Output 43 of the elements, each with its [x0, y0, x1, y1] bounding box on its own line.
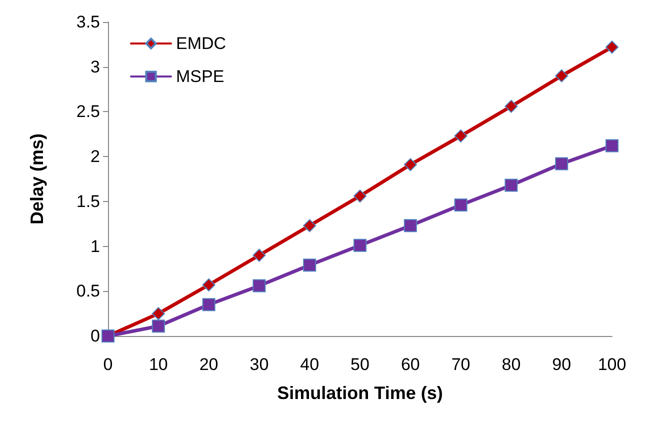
point [152, 307, 165, 320]
point [303, 219, 316, 232]
x-tick-label: 0 [103, 355, 113, 374]
legend-label: EMDC [176, 34, 226, 53]
x-tick-label: 20 [199, 355, 218, 374]
y-tick-label: 2.5 [76, 102, 100, 122]
x-tick-label: 70 [451, 355, 470, 374]
x-tick-label: 80 [502, 355, 521, 374]
point [354, 238, 366, 252]
y-tick-label: 1.5 [76, 192, 100, 211]
point [454, 198, 468, 212]
x-tick-label: 30 [250, 355, 269, 374]
point [354, 190, 366, 203]
y-tick-label: 3.5 [76, 12, 100, 32]
x-tick-label: 40 [300, 355, 320, 374]
point [252, 279, 266, 292]
point [404, 219, 417, 232]
y-tick-label: 3 [90, 57, 100, 76]
point [303, 258, 316, 272]
point [555, 69, 568, 82]
point [404, 158, 417, 172]
x-tick-label: 60 [400, 355, 420, 374]
y-tick-label: 1 [90, 236, 100, 256]
point [606, 40, 618, 54]
x-tick-label: 90 [552, 355, 572, 374]
y-tick-label: 0.5 [76, 282, 100, 301]
x-tick-label: 10 [148, 355, 168, 374]
point [202, 298, 216, 312]
point [504, 178, 518, 192]
x-axis-title: Simulation Time (s) [277, 383, 443, 403]
point [606, 139, 618, 152]
point [555, 157, 568, 170]
point [252, 248, 266, 262]
point [504, 100, 518, 113]
legend-label: MSPE [176, 67, 224, 86]
point [202, 278, 216, 292]
point [152, 320, 165, 333]
y-tick-label: 0 [90, 326, 100, 346]
x-tick-label: 100 [598, 355, 626, 374]
point [454, 129, 468, 142]
y-axis-title: Delay (ms) [27, 133, 47, 225]
y-tick-label: 2 [90, 147, 100, 166]
x-tick-label: 50 [350, 355, 370, 374]
